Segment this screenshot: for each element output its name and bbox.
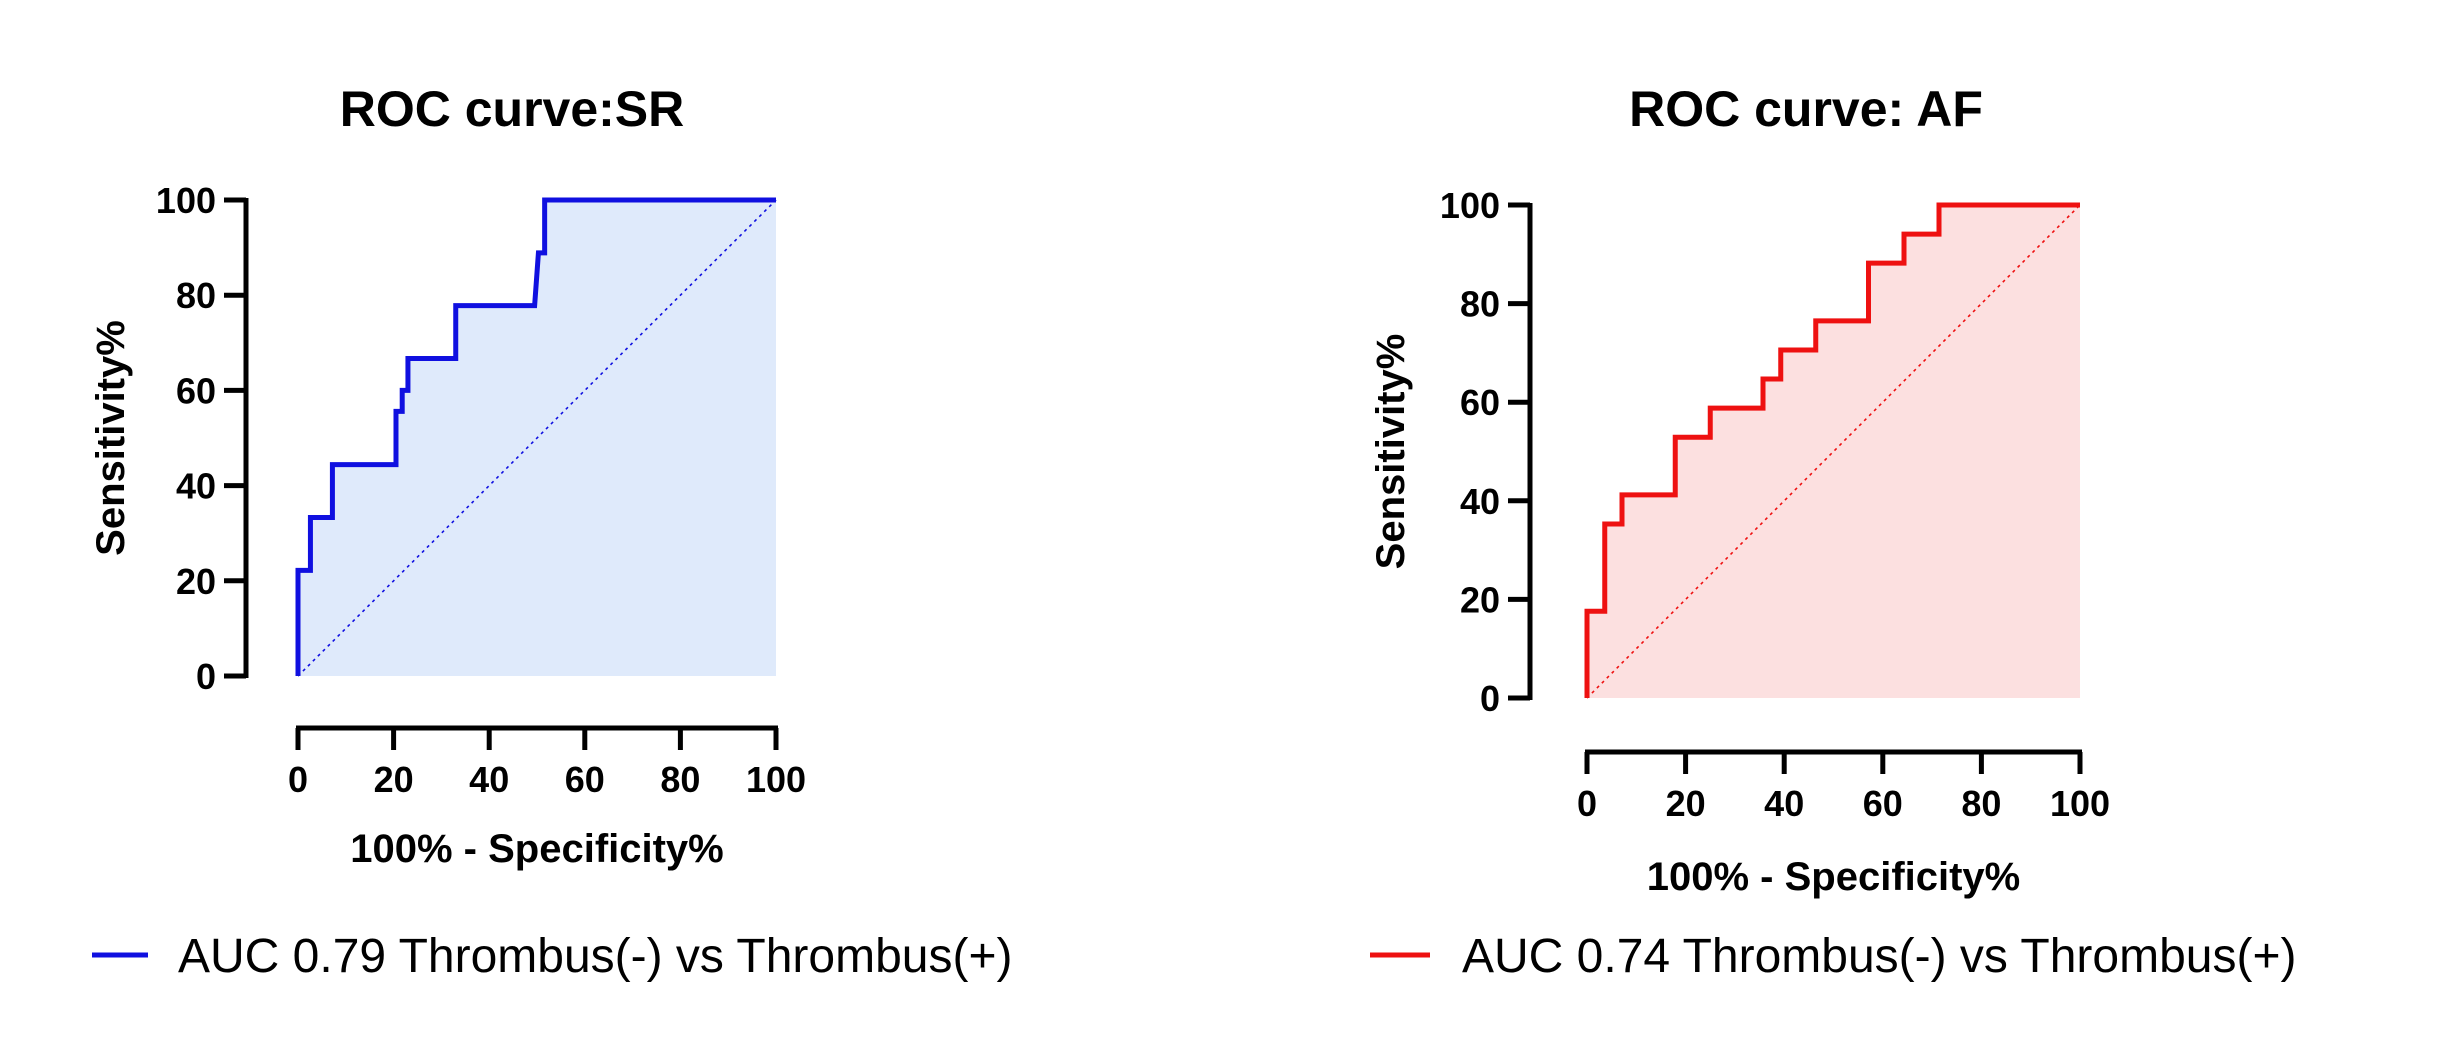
x-tick-label: 80: [660, 759, 700, 800]
chart-panel-af: 0 20 40 60 80 100 0 20 40 60 80 100 ROC curve: AF Sen…: [1369, 81, 2296, 983]
y-tick-label: 20: [176, 561, 216, 602]
y-tick-label: 0: [1480, 678, 1500, 719]
x-tick-label: 20: [1666, 783, 1706, 824]
x-tick-label: 100: [746, 759, 806, 800]
y-tick-label: 80: [176, 275, 216, 316]
reference-diagonal-line: [1586, 204, 2081, 699]
y-tick-label: 40: [176, 466, 216, 507]
y-tick-label: 40: [1460, 481, 1500, 522]
y-tick-label: 60: [1460, 382, 1500, 423]
y-tick-label: 80: [1460, 284, 1500, 325]
x-tick-label: 80: [1961, 783, 2001, 824]
legend-label: AUC 0.79 Thrombus(-) vs Thrombus(+): [178, 930, 1012, 983]
chart-title: ROC curve: AF: [1629, 81, 1983, 137]
y-tick-label: 20: [1460, 579, 1500, 620]
x-tick-label: 100: [2050, 783, 2110, 824]
x-tick-label: 40: [1764, 783, 1804, 824]
x-tick-label: 20: [374, 759, 414, 800]
reference-diagonal-line: [297, 199, 777, 677]
roc-curve-line: [1584, 202, 2080, 698]
x-tick-label: 60: [1863, 783, 1903, 824]
legend-label: AUC 0.74 Thrombus(-) vs Thrombus(+): [1462, 930, 2296, 983]
x-tick-label: 0: [288, 759, 308, 800]
roc-curve-line: [295, 197, 776, 676]
x-axis-label: 100% - Specificity%: [350, 827, 724, 871]
x-tick-label: 40: [469, 759, 509, 800]
y-tick-label: 60: [176, 370, 216, 411]
auc-area: [1587, 205, 2080, 698]
y-tick-label: 0: [196, 656, 216, 697]
chart-title: ROC curve:SR: [340, 81, 685, 137]
x-tick-label: 0: [1577, 783, 1597, 824]
y-tick-label: 100: [156, 180, 216, 221]
y-axis-label: Sensitivity%: [89, 320, 133, 556]
y-axis-label: Sensitivity%: [1369, 334, 1413, 570]
y-tick-label: 100: [1440, 185, 1500, 226]
x-axis-label: 100% - Specificity%: [1647, 855, 2021, 899]
chart-panel-sr: 0 20 40 60 80 100 0 20 40 60 80 100 ROC curve:SR Sens…: [89, 81, 1012, 983]
x-tick-label: 60: [565, 759, 605, 800]
